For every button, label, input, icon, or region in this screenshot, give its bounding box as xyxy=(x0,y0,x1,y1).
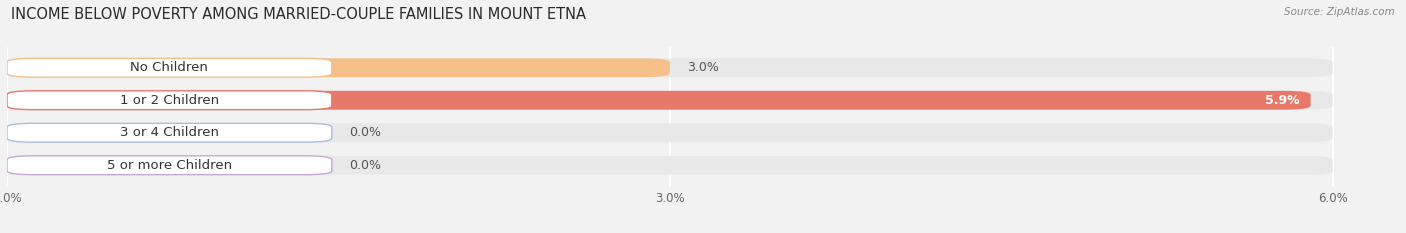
Text: No Children: No Children xyxy=(131,61,208,74)
FancyBboxPatch shape xyxy=(7,91,1333,110)
Text: 0.0%: 0.0% xyxy=(350,159,381,172)
FancyBboxPatch shape xyxy=(7,123,166,142)
FancyBboxPatch shape xyxy=(7,123,1333,142)
FancyBboxPatch shape xyxy=(7,91,332,110)
Text: Source: ZipAtlas.com: Source: ZipAtlas.com xyxy=(1284,7,1395,17)
Text: 5.9%: 5.9% xyxy=(1265,94,1299,107)
Text: 1 or 2 Children: 1 or 2 Children xyxy=(120,94,219,107)
FancyBboxPatch shape xyxy=(7,58,669,77)
FancyBboxPatch shape xyxy=(7,156,332,175)
FancyBboxPatch shape xyxy=(7,91,1310,110)
Text: 5 or more Children: 5 or more Children xyxy=(107,159,232,172)
Text: 3 or 4 Children: 3 or 4 Children xyxy=(120,126,219,139)
FancyBboxPatch shape xyxy=(7,58,1333,77)
FancyBboxPatch shape xyxy=(7,123,332,142)
FancyBboxPatch shape xyxy=(7,156,1333,175)
Text: 3.0%: 3.0% xyxy=(688,61,720,74)
Text: INCOME BELOW POVERTY AMONG MARRIED-COUPLE FAMILIES IN MOUNT ETNA: INCOME BELOW POVERTY AMONG MARRIED-COUPL… xyxy=(11,7,586,22)
FancyBboxPatch shape xyxy=(7,58,332,77)
Text: 0.0%: 0.0% xyxy=(350,126,381,139)
FancyBboxPatch shape xyxy=(7,156,166,175)
